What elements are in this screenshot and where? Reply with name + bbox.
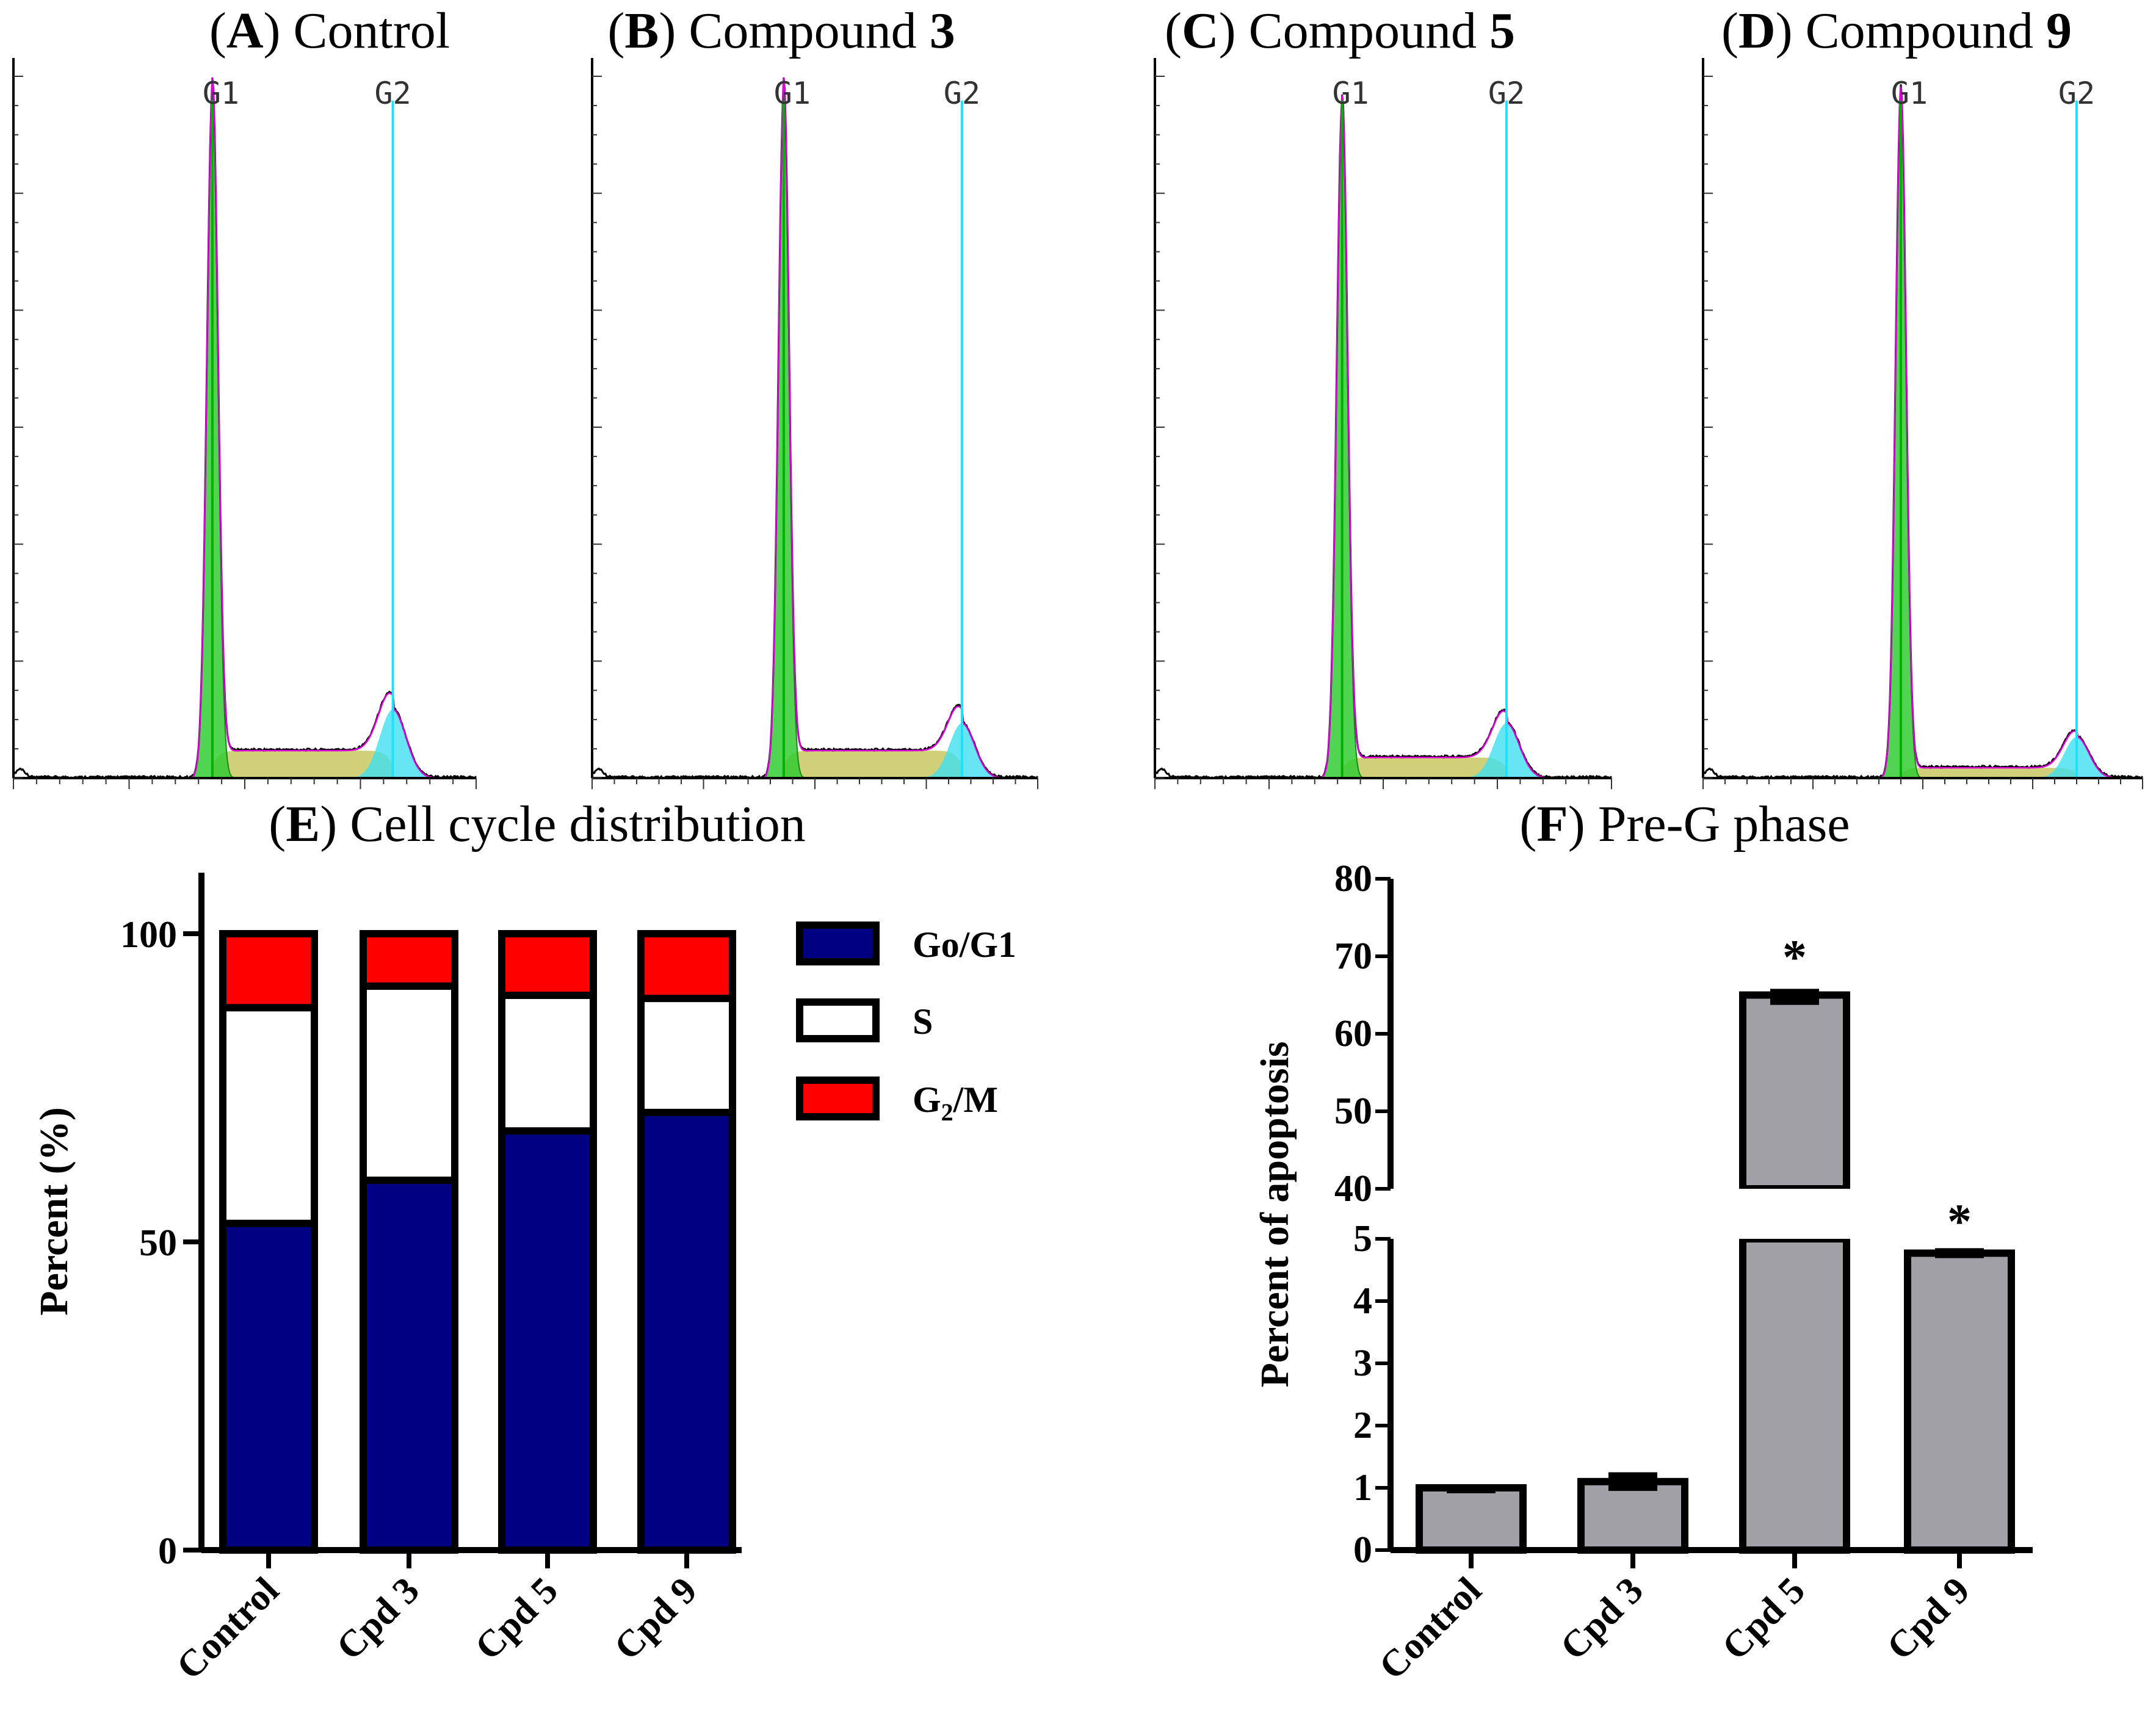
significance-cpd-9: *: [1947, 1195, 1972, 1249]
histogram-d-g2-area: [1703, 737, 2143, 778]
x-tick-label: Control: [168, 1570, 286, 1687]
histogram-b-g2-area: [592, 723, 1038, 778]
panel-b-title: (B) Compound 3: [607, 2, 955, 59]
panel-c-title: (C) Compound 5: [1165, 2, 1515, 59]
x-tick-label: Control: [1371, 1570, 1489, 1687]
y-tick-label: 3: [1353, 1343, 1372, 1384]
bar-g2m-control: [219, 930, 318, 1012]
histogram-a-raw-curve: [12, 77, 477, 780]
histogram-c-g2-area: [1155, 723, 1612, 778]
legend-label-s: S: [913, 1001, 933, 1042]
g1-peak-label: G1: [203, 76, 239, 111]
histogram-b-fit-curve: [592, 78, 1038, 779]
x-tick-label: Cpd 5: [468, 1570, 566, 1668]
bar-cpd-5-upper: [1739, 991, 1850, 1192]
histogram-a-g2-area: [13, 709, 476, 778]
y-tick-label: 50: [1334, 1091, 1372, 1132]
histogram-b-g1-area: [592, 91, 1038, 779]
legend-label-gog1: Go/G1: [913, 925, 1016, 965]
y-tick-label: 4: [1353, 1280, 1372, 1322]
y-tick-label: 70: [1334, 936, 1372, 977]
histogram-panel-b: G1 G2: [591, 58, 1039, 789]
cell-cycle-distribution-chart: Control Cpd 3 Cpd 5 Cpd 9 0 50 100 Percent (%) G…: [32, 873, 1016, 1687]
bar-control: [1416, 1484, 1527, 1554]
x-tick-label: Cpd 3: [1553, 1570, 1651, 1668]
error-bar-cpd-3: [1608, 1472, 1657, 1491]
x-tick-label: Cpd 9: [1879, 1570, 1978, 1668]
y-tick-label: 2: [1353, 1405, 1372, 1446]
bar-g2m-cpd-3: [360, 930, 458, 990]
y-tick-label: 0: [1353, 1529, 1372, 1571]
histogram-b-raw-curve: [591, 77, 1039, 780]
y-tick-label: 40: [1334, 1168, 1372, 1210]
histogram-panel-a: G1 G2: [12, 58, 477, 789]
panel-a-title: (A) Control: [209, 2, 450, 59]
panel-e-title: (E) Cell cycle distribution: [269, 796, 806, 853]
histogram-c-g1-area: [1155, 105, 1612, 779]
histogram-c-raw-curve: [1154, 94, 1613, 780]
g1-peak-label: G1: [774, 76, 811, 111]
axis-break-gap: [1737, 1189, 1853, 1239]
y-tick-label: 100: [120, 914, 177, 956]
histogram-a-fit-curve: [13, 78, 476, 779]
y-tick-label: 1: [1353, 1467, 1372, 1509]
panel-d-title: (D) Compound 9: [1721, 2, 2072, 59]
y-tick-label: 5: [1353, 1218, 1372, 1260]
g2-peak-label: G2: [374, 76, 411, 111]
bar-gog1-cpd-5: [498, 1127, 597, 1554]
bar-gog1-control: [219, 1219, 318, 1554]
legend-swatch-s: [796, 998, 880, 1042]
histogram-d-raw-curve: [1702, 84, 2144, 780]
x-tick-label: Cpd 3: [329, 1570, 427, 1668]
histogram-d-s-phase-area: [1703, 768, 2143, 778]
pre-g-phase-chart: Control Cpd 3 * Cpd 5 * Cpd 9 40 50 60 70 80 0 1 2 3 4 5…: [1253, 858, 2033, 1687]
legend-swatch-gog1: [796, 922, 880, 965]
g1-peak-label: G1: [1333, 76, 1369, 111]
bar-g2m-cpd-9: [637, 930, 736, 1003]
error-bar-cpd-9: [1935, 1248, 1984, 1258]
y-tick-label: 0: [158, 1531, 177, 1572]
y-axis-label: Percent of apoptosis: [1253, 1041, 1297, 1387]
bar-s-cpd-9: [637, 995, 736, 1116]
bar-gog1-cpd-3: [360, 1177, 458, 1554]
g2-peak-label: G2: [944, 76, 980, 111]
histogram-panel-d: G1 G2: [1702, 58, 2144, 789]
histogram-c-s-phase-area: [1155, 757, 1612, 778]
y-tick-label: 80: [1334, 858, 1372, 900]
bar-s-cpd-3: [360, 982, 458, 1184]
error-bar-cpd-5: [1770, 989, 1819, 1005]
x-tick-label: Cpd 9: [607, 1570, 705, 1668]
histogram-panel-c: G1 G2: [1154, 58, 1613, 789]
g2-peak-label: G2: [2058, 76, 2095, 111]
bar-cpd-9: [1904, 1249, 2015, 1554]
significance-cpd-5: *: [1782, 931, 1807, 985]
bar-g2m-cpd-5: [498, 930, 597, 999]
histogram-c-fit-curve: [1155, 95, 1612, 779]
panel-f-title: (F) Pre-G phase: [1519, 796, 1850, 853]
y-axis-label: Percent (%): [32, 1107, 76, 1315]
y-tick-label: 50: [139, 1222, 177, 1264]
bar-gog1-cpd-9: [637, 1108, 736, 1554]
legend-label-g2m: G2/M: [913, 1080, 998, 1126]
histogram-a-s-phase-area: [13, 751, 476, 778]
histogram-b-s-phase-area: [592, 751, 1038, 778]
g1-peak-label: G1: [1891, 76, 1928, 111]
bar-cpd-3: [1577, 1477, 1688, 1554]
g2-peak-label: G2: [1488, 76, 1525, 111]
bar-cpd-5-lower: [1739, 1235, 1850, 1554]
error-bar-control: [1447, 1484, 1496, 1493]
histogram-a-g1-area: [13, 91, 476, 779]
legend-swatch-g2m: [796, 1077, 880, 1120]
x-tick-label: Cpd 5: [1715, 1570, 1813, 1668]
y-tick-label: 60: [1334, 1013, 1372, 1055]
bar-s-cpd-5: [498, 992, 597, 1135]
bar-s-control: [219, 1004, 318, 1227]
